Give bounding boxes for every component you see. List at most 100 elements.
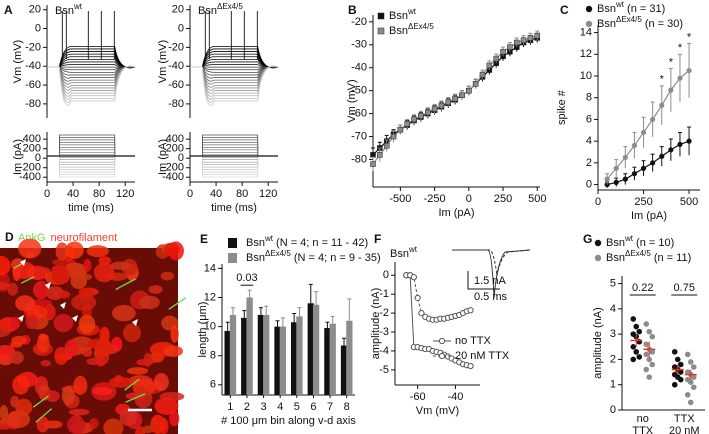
cell-body bbox=[43, 304, 56, 321]
data-point bbox=[677, 141, 683, 148]
data-point bbox=[631, 171, 638, 177]
panel-letter: G bbox=[583, 232, 592, 246]
cell-body bbox=[127, 367, 149, 375]
panel-title-base: Bsn bbox=[198, 5, 217, 17]
x-tick-label: 4 bbox=[277, 401, 283, 413]
scale-bar-label: 1.5 nA bbox=[474, 275, 506, 287]
y-tick-label: -40 bbox=[25, 60, 41, 72]
cell-body bbox=[9, 351, 24, 365]
y-tick-label: 0 bbox=[383, 269, 389, 281]
legend-label-sup: ΔEx4/5 bbox=[625, 249, 651, 258]
cell-body bbox=[148, 285, 163, 294]
cell-body bbox=[73, 273, 93, 281]
data-point bbox=[684, 392, 691, 398]
data-point bbox=[438, 102, 445, 109]
legend-label-base: Bsn bbox=[606, 252, 625, 264]
cell-body bbox=[68, 408, 90, 416]
y-tick-label: -20 bbox=[168, 41, 184, 53]
panel-title-base: Bsn bbox=[390, 248, 409, 260]
stain-label: neurofilament bbox=[51, 232, 118, 244]
data-point bbox=[659, 102, 665, 108]
data-point bbox=[690, 384, 697, 391]
stimulus-step bbox=[202, 134, 259, 157]
cell-body bbox=[9, 341, 23, 348]
y-axis-label: length (μm) bbox=[197, 302, 209, 358]
data-point bbox=[431, 106, 438, 112]
cell-body bbox=[139, 295, 160, 310]
x-tick-label: 500 bbox=[528, 193, 546, 205]
x-tick-label: -500 bbox=[389, 193, 411, 205]
x-tick-label: 0 bbox=[187, 188, 193, 200]
bar bbox=[329, 323, 336, 395]
data-point bbox=[630, 316, 637, 322]
data-point bbox=[467, 362, 474, 370]
y-tick-label: -2 bbox=[379, 307, 389, 319]
stimulus-step bbox=[202, 137, 259, 157]
legend-label-suffix: (N = 4; n = 9 - 35) bbox=[291, 252, 381, 264]
cell-body bbox=[123, 323, 141, 343]
y-tick-label: 5 bbox=[610, 277, 616, 289]
x-tick-label: 80 bbox=[236, 188, 248, 200]
x-tick-label: 120 bbox=[116, 188, 134, 200]
y-axis-label: amplitude (nA) bbox=[370, 288, 382, 360]
significance-mark: * bbox=[660, 74, 665, 86]
cell-body bbox=[0, 405, 9, 421]
data-point bbox=[466, 87, 472, 94]
panel-letter: D bbox=[5, 230, 14, 244]
data-point bbox=[684, 351, 691, 358]
y-tick-label: -80 bbox=[25, 98, 41, 110]
cell-body bbox=[111, 336, 123, 352]
legend-label: 20 nM TTX bbox=[455, 350, 510, 362]
y-axis-label: Vm (mV) bbox=[12, 40, 24, 83]
x-tick-label: 120 bbox=[259, 188, 277, 200]
bar bbox=[279, 326, 287, 395]
cell-body bbox=[64, 339, 80, 357]
bar bbox=[290, 322, 298, 395]
legend-label-sup: ΔEx4/5 bbox=[616, 15, 642, 24]
arrowhead bbox=[72, 315, 78, 322]
y-tick-label: 200 bbox=[166, 143, 184, 155]
data-point bbox=[649, 349, 656, 355]
cell-body bbox=[93, 386, 113, 396]
cell-body bbox=[154, 397, 179, 415]
stimulus-step bbox=[59, 155, 116, 170]
data-point bbox=[650, 160, 656, 166]
data-point bbox=[520, 37, 527, 43]
y-tick-label: 3 bbox=[610, 328, 616, 340]
x-tick-label: 5 bbox=[294, 401, 300, 413]
p-value: 0.03 bbox=[236, 272, 257, 284]
data-point bbox=[668, 87, 674, 93]
y-axis-label: Im (pA) bbox=[157, 139, 169, 175]
stimulus-step bbox=[59, 149, 116, 157]
data-point bbox=[674, 356, 681, 363]
data-point bbox=[677, 369, 684, 375]
cell-body bbox=[54, 346, 69, 365]
x-tick-label: 80 bbox=[93, 188, 105, 200]
data-point bbox=[418, 113, 424, 119]
bar bbox=[241, 317, 248, 395]
cell-body bbox=[158, 417, 169, 434]
data-point bbox=[370, 161, 376, 167]
y-tick-label: -30 bbox=[351, 39, 367, 51]
data-point bbox=[646, 374, 653, 380]
y-tick-label: 8 bbox=[210, 350, 216, 362]
cell-body bbox=[86, 245, 109, 258]
x-tick-label: -250 bbox=[424, 193, 446, 205]
data-point bbox=[493, 55, 499, 62]
legend-label-base: Bsn bbox=[389, 25, 408, 37]
x-axis-label: # 100 μm bin along v-d axis bbox=[221, 415, 356, 427]
legend-label-base: Bsn bbox=[597, 3, 616, 15]
y-tick-label: -40 bbox=[351, 62, 367, 74]
x-axis-label: Vm (mV) bbox=[416, 405, 459, 417]
axon-segment bbox=[115, 278, 136, 291]
cell-body bbox=[7, 282, 19, 296]
y-tick-label: 6 bbox=[586, 113, 592, 125]
data-point bbox=[636, 328, 643, 335]
panel-title-base: Bsn bbox=[55, 5, 74, 17]
bar bbox=[340, 345, 348, 395]
axon-segment bbox=[168, 297, 187, 310]
stimulus-step bbox=[59, 137, 116, 157]
axon-segment bbox=[35, 408, 53, 423]
data-point bbox=[459, 92, 465, 99]
data-point bbox=[649, 333, 656, 340]
